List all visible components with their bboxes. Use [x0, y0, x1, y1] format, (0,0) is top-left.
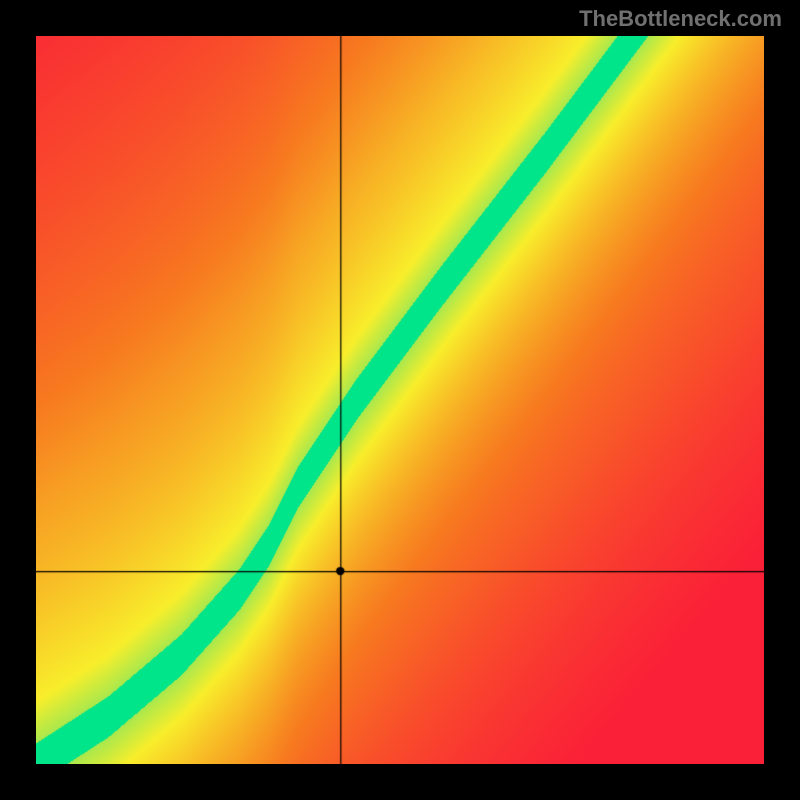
chart-container: TheBottleneck.com [0, 0, 800, 800]
watermark-text: TheBottleneck.com [579, 6, 782, 32]
bottleneck-heatmap [36, 36, 764, 764]
